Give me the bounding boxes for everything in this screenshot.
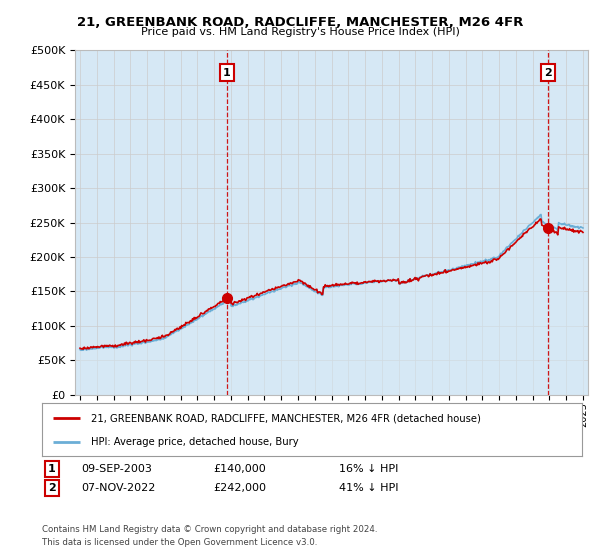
Text: 1: 1 bbox=[223, 68, 230, 78]
Text: 21, GREENBANK ROAD, RADCLIFFE, MANCHESTER, M26 4FR (detached house): 21, GREENBANK ROAD, RADCLIFFE, MANCHESTE… bbox=[91, 413, 481, 423]
Text: 16% ↓ HPI: 16% ↓ HPI bbox=[339, 464, 398, 474]
Text: 09-SEP-2003: 09-SEP-2003 bbox=[81, 464, 152, 474]
Text: 2: 2 bbox=[544, 68, 552, 78]
Text: Price paid vs. HM Land Registry's House Price Index (HPI): Price paid vs. HM Land Registry's House … bbox=[140, 27, 460, 37]
Text: 41% ↓ HPI: 41% ↓ HPI bbox=[339, 483, 398, 493]
Text: £242,000: £242,000 bbox=[213, 483, 266, 493]
Text: Contains HM Land Registry data © Crown copyright and database right 2024.: Contains HM Land Registry data © Crown c… bbox=[42, 525, 377, 534]
Text: 21, GREENBANK ROAD, RADCLIFFE, MANCHESTER, M26 4FR: 21, GREENBANK ROAD, RADCLIFFE, MANCHESTE… bbox=[77, 16, 523, 29]
Text: £140,000: £140,000 bbox=[213, 464, 266, 474]
Text: 07-NOV-2022: 07-NOV-2022 bbox=[81, 483, 155, 493]
Text: This data is licensed under the Open Government Licence v3.0.: This data is licensed under the Open Gov… bbox=[42, 538, 317, 547]
Text: 2: 2 bbox=[48, 483, 56, 493]
Text: 1: 1 bbox=[48, 464, 56, 474]
Text: HPI: Average price, detached house, Bury: HPI: Average price, detached house, Bury bbox=[91, 436, 298, 446]
